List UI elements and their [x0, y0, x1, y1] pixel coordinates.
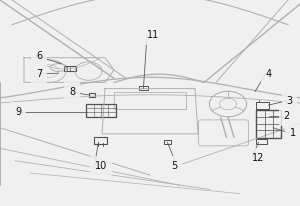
Text: 4: 4	[266, 69, 272, 79]
Text: 3: 3	[286, 96, 292, 106]
Text: 10: 10	[94, 161, 107, 171]
Text: 7: 7	[36, 69, 42, 79]
Text: 2: 2	[284, 111, 290, 121]
Text: 6: 6	[36, 51, 42, 61]
Text: 11: 11	[147, 30, 159, 40]
Text: 1: 1	[290, 128, 296, 138]
Text: 8: 8	[69, 87, 75, 97]
Text: 12: 12	[252, 153, 264, 163]
Text: 5: 5	[171, 161, 177, 171]
Text: 9: 9	[15, 107, 21, 117]
